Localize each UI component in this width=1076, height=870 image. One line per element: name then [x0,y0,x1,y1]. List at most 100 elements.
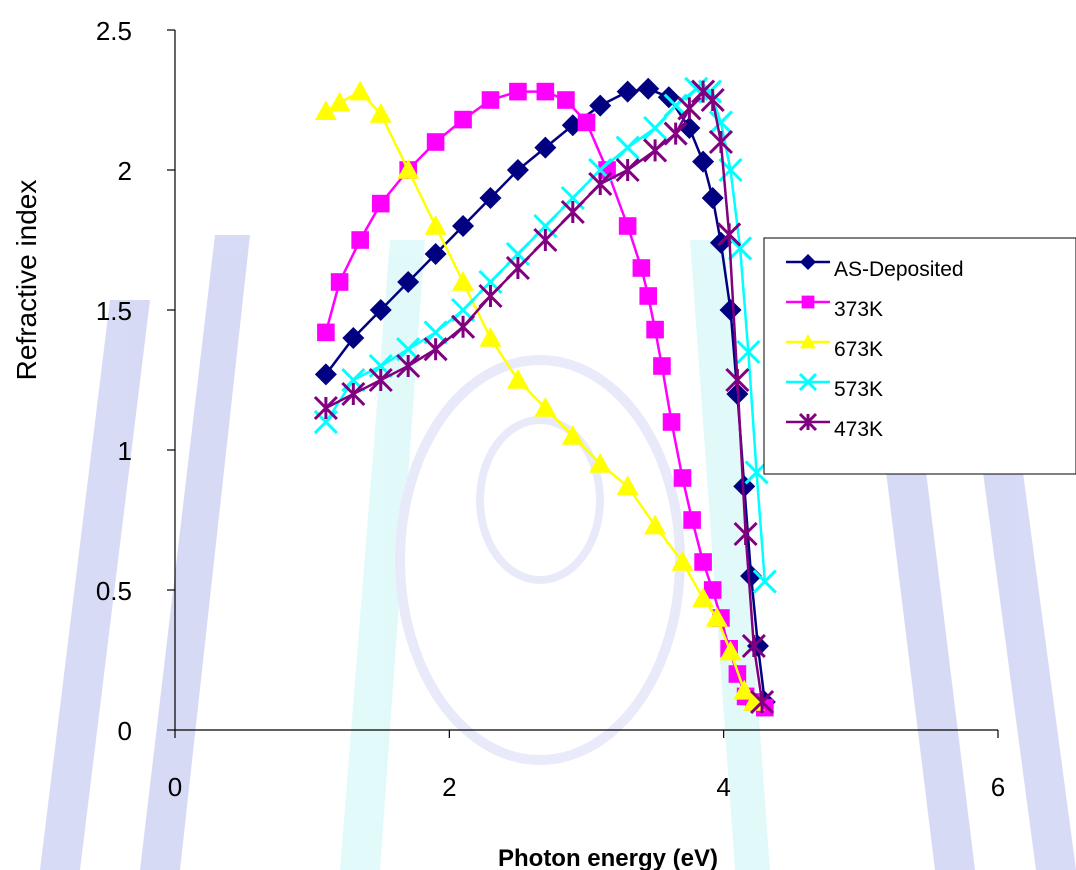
x-tick-label: 2 [442,772,456,802]
data-point [736,339,761,365]
data-point [351,231,369,249]
data-point [314,363,337,386]
y-tick-label: 1.5 [96,296,132,326]
data-point [479,187,502,209]
y-axis-label: Refractive index [11,180,42,381]
data-point [423,320,448,345]
data-point [639,287,658,305]
x-tick-label: 4 [716,772,730,802]
y-ticks: 0 0.5 1 1.5 2 2.5 [96,16,175,746]
data-point [644,514,667,535]
data-point [396,337,421,362]
data-point [317,323,335,342]
series-4 [313,76,777,594]
legend-entry: 673K [786,334,883,361]
data-point [328,91,351,112]
data-point [692,587,715,608]
series-3 [314,80,765,711]
data-point [678,117,701,139]
data-point [423,337,448,362]
data-point [505,255,530,281]
data-point [705,607,728,627]
data-point [733,679,756,700]
legend-marker [800,254,816,270]
data-point [618,217,637,235]
data-point [708,129,733,155]
data-point [349,80,372,101]
data-point [646,320,664,339]
data-point [509,82,527,101]
data-point [589,453,612,473]
data-point [396,353,421,379]
data-point [615,157,640,183]
data-point [342,327,365,349]
data-point [426,133,445,151]
data-point [589,94,612,117]
data-point [703,581,722,599]
data-point [700,87,725,113]
data-point [314,100,337,120]
data-point [330,273,349,291]
data-point [506,159,529,181]
data-point [534,397,557,417]
legend-label: 573K [834,378,883,401]
data-point [741,633,766,659]
data-point [478,283,503,309]
data-point [450,314,476,339]
legend-label: 473K [834,418,883,441]
legend-entry: AS-Deposited [786,254,964,281]
data-point [454,110,472,129]
x-tick-label: 6 [991,772,1005,802]
data-point [506,369,529,389]
data-point [424,215,447,235]
legend-box [763,237,1076,475]
y-tick-label: 0.5 [96,576,132,606]
data-point [677,96,702,121]
data-point [719,640,742,661]
data-point [673,469,692,487]
legend-marker [801,295,815,309]
data-point [694,553,712,571]
data-point [671,551,694,571]
data-point [725,367,750,393]
y-tick-label: 0 [118,716,132,746]
legend-marker [798,372,818,392]
data-point [717,222,742,247]
data-point [740,565,763,587]
data-point [750,689,775,715]
data-point [534,136,557,159]
series-5 [313,79,775,715]
data-point [397,159,420,179]
x-axis-label: Photon energy (eV) [498,845,718,870]
legend-items: AS-Deposited 373K 673K 573K 473K [786,254,964,441]
data-point [637,77,660,100]
data-point [452,215,475,237]
y-tick-label: 1 [118,436,132,466]
data-point [588,171,613,197]
data-point [728,236,753,261]
legend-entry: 373K [786,295,883,321]
legend-label: AS-Deposited [834,258,964,281]
data-point [615,135,640,160]
legend-marker [798,412,818,432]
data-point [479,327,502,347]
series-line [324,87,767,582]
data-point [577,113,596,132]
y-tick-label: 2 [118,156,132,186]
legend-label: 673K [834,338,883,361]
data-point [752,569,777,594]
data-point [719,299,742,321]
data-point [313,395,338,421]
data-point [643,115,668,141]
data-point [561,425,584,445]
data-point [683,511,701,529]
x-tick-label: 0 [168,772,182,802]
data-point [424,243,447,265]
data-point [481,91,500,109]
data-point [616,475,639,496]
data-point [733,521,758,547]
data-point [557,91,575,109]
data-point [692,150,715,173]
legend-entry: 573K [786,372,883,401]
